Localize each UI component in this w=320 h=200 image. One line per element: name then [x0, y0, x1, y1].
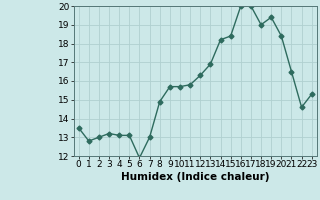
X-axis label: Humidex (Indice chaleur): Humidex (Indice chaleur)	[121, 172, 269, 182]
